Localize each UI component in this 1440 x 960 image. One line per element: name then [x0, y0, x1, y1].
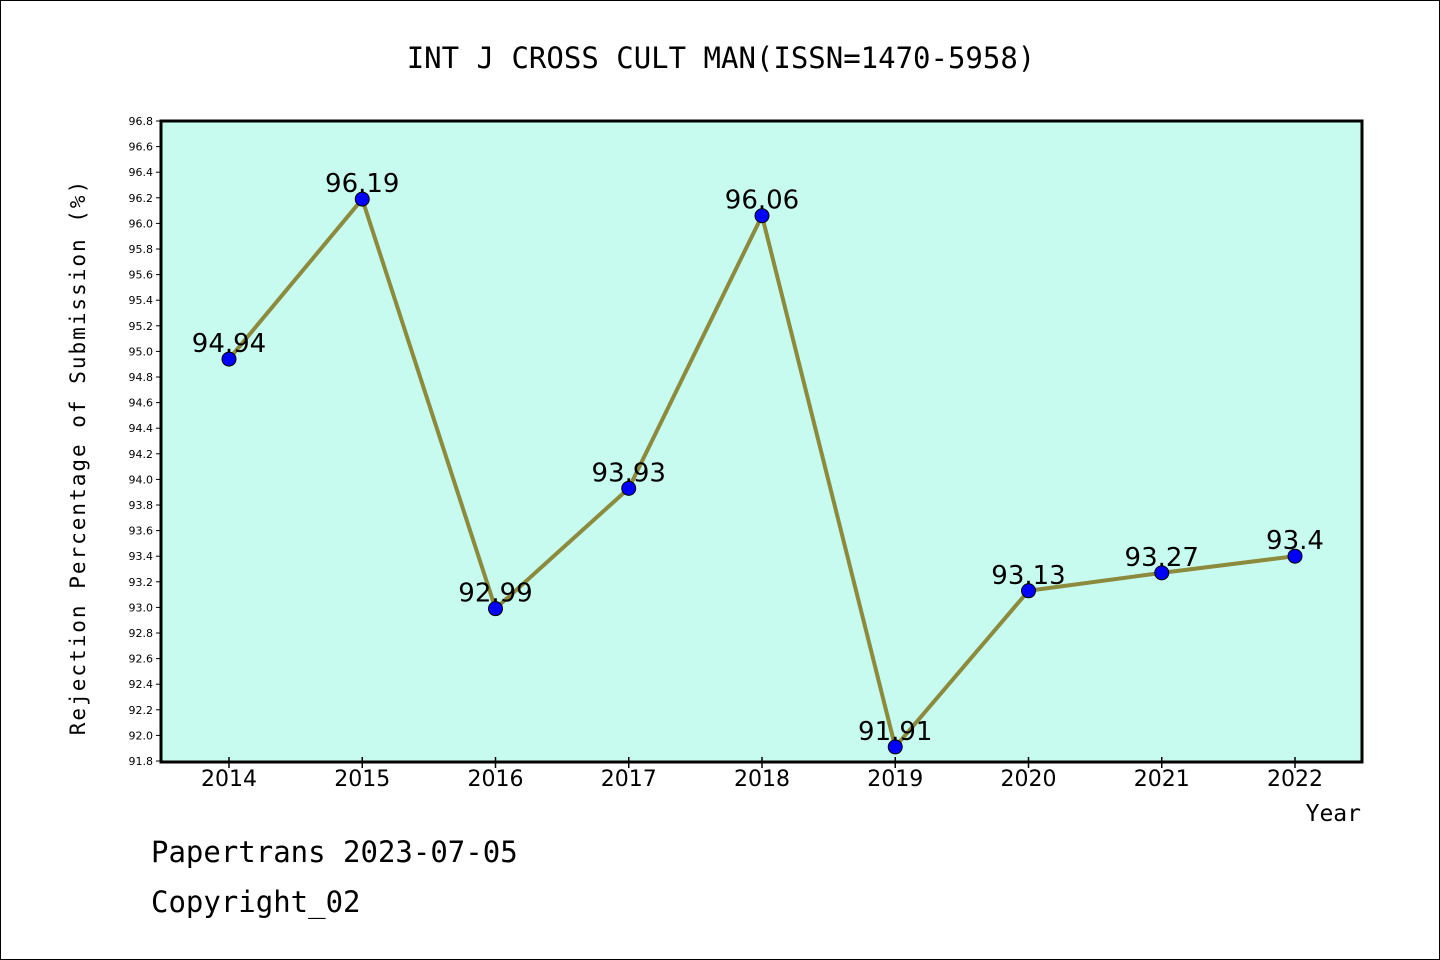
footer-date: Papertrans 2023-07-05 — [151, 835, 518, 869]
x-tick-label: 2021 — [1134, 767, 1190, 792]
x-tick-label: 2017 — [601, 767, 657, 792]
data-label: 96.19 — [325, 169, 399, 199]
y-tick-label: 92.0 — [129, 729, 154, 742]
data-point — [221, 351, 237, 367]
data-label: 96.06 — [725, 186, 799, 216]
y-tick-label: 94.0 — [129, 473, 154, 486]
y-tick-label: 94.8 — [129, 371, 154, 384]
y-tick-label: 96.6 — [129, 141, 154, 154]
x-tick-label: 2014 — [201, 767, 257, 792]
x-tick-label: 2019 — [867, 767, 923, 792]
x-axis-label: Year — [1306, 801, 1361, 827]
x-axis: 2014 2015 2016 2017 2018 2019 2020 2021 2022 — [201, 757, 1323, 792]
data-point — [1287, 548, 1303, 564]
data-point — [354, 191, 370, 207]
y-tick-label: 92.2 — [129, 704, 154, 717]
y-tick-label: 95.6 — [129, 269, 154, 282]
chart-title: INT J CROSS CULT MAN(ISSN=1470-5958) — [407, 41, 1036, 75]
y-tick-label: 96.2 — [129, 192, 154, 205]
data-label: 93.4 — [1266, 526, 1324, 556]
y-tick-label: 95.8 — [129, 243, 154, 256]
y-tick-label: 93.0 — [129, 601, 154, 614]
data-label: 93.93 — [592, 458, 666, 488]
y-tick-label: 96.8 — [129, 115, 154, 128]
plot-area — [159, 119, 1364, 764]
footer-copyright: Copyright_02 — [151, 885, 361, 919]
y-tick-label: 95.4 — [129, 294, 154, 307]
y-tick-label: 96.0 — [129, 217, 154, 230]
y-axis: 91.8 92.0 92.2 92.4 92.6 92.8 93.0 93.2 93.4 93.6… — [129, 115, 161, 768]
y-tick-label: 94.2 — [129, 448, 154, 461]
y-tick-label: 93.8 — [129, 499, 154, 512]
y-tick-label: 92.8 — [129, 627, 154, 640]
x-tick-label: 2020 — [1001, 767, 1057, 792]
data-point — [754, 208, 770, 224]
data-label: 93.27 — [1125, 543, 1199, 573]
y-tick-label: 95.0 — [129, 345, 154, 358]
y-tick-label: 93.4 — [129, 550, 154, 563]
x-tick-label: 2018 — [734, 767, 790, 792]
y-axis-label: Rejection Percentage of Submission (%) — [66, 179, 90, 735]
data-point — [1021, 583, 1036, 599]
y-tick-label: 95.2 — [129, 320, 154, 333]
y-tick-label: 96.4 — [129, 166, 154, 179]
data-label: 92.99 — [458, 579, 532, 609]
y-tick-label: 93.6 — [129, 525, 154, 538]
y-tick-label: 92.4 — [129, 678, 154, 691]
x-tick-label: 2015 — [334, 767, 390, 792]
data-point — [488, 601, 503, 617]
y-tick-label: 91.8 — [129, 755, 154, 768]
data-label: 94.94 — [192, 329, 266, 359]
y-tick-label: 94.4 — [129, 422, 154, 435]
x-tick-label: 2016 — [468, 767, 524, 792]
data-point — [887, 739, 903, 755]
y-tick-label: 94.6 — [129, 397, 154, 410]
y-tick-label: 93.2 — [129, 576, 154, 589]
data-label: 91.91 — [858, 717, 932, 747]
y-tick-label: 92.6 — [129, 653, 154, 666]
x-tick-label: 2022 — [1267, 767, 1323, 792]
series-layer: 94.94 96.19 92.99 93.93 96.06 91.91 93.13 93.27… — [192, 169, 1324, 755]
data-point — [1154, 565, 1170, 581]
data-label: 93.13 — [991, 561, 1065, 591]
data-point — [621, 480, 637, 496]
